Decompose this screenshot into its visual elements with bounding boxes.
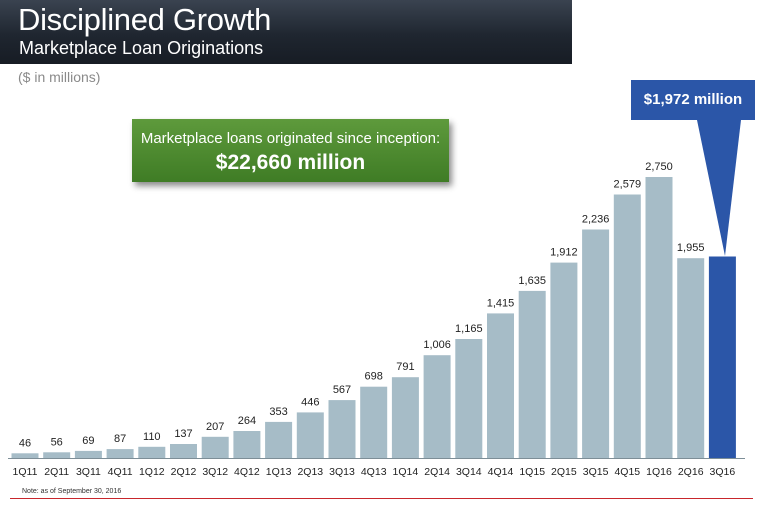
- x-tick-1Q14: 1Q14: [393, 466, 419, 478]
- bar-4Q12: [233, 431, 261, 458]
- data-label-4Q11: 87: [114, 433, 126, 445]
- x-tick-4Q13: 4Q13: [361, 466, 387, 478]
- x-tick-3Q13: 3Q13: [329, 466, 355, 478]
- total-originations-callout: Marketplace loans originated since incep…: [132, 119, 449, 182]
- x-tick-2Q14: 2Q14: [424, 466, 450, 478]
- x-tick-2Q15: 2Q15: [551, 466, 577, 478]
- x-tick-2Q16: 2Q16: [678, 466, 704, 478]
- data-label-1Q13: 353: [269, 406, 287, 418]
- data-label-1Q11: 46: [19, 437, 31, 449]
- x-tick-2Q13: 2Q13: [297, 466, 323, 478]
- page-title: Disciplined Growth: [18, 2, 272, 37]
- x-tick-1Q15: 1Q15: [519, 466, 545, 478]
- x-tick-1Q12: 1Q12: [139, 466, 165, 478]
- data-label-3Q12: 207: [206, 421, 224, 433]
- bar-3Q16: [708, 256, 736, 458]
- bar-4Q15: [613, 194, 641, 458]
- highlight-callout-pointer: [697, 120, 741, 256]
- title-banner: Disciplined Growth Marketplace Loan Orig…: [0, 0, 572, 64]
- bar-1Q14: [391, 377, 419, 458]
- bar-3Q13: [328, 400, 356, 458]
- bar-1Q16: [645, 177, 673, 458]
- data-label-4Q14: 1,415: [487, 297, 515, 309]
- data-label-1Q12: 110: [143, 431, 161, 443]
- x-tick-1Q13: 1Q13: [266, 466, 292, 478]
- data-label-4Q13: 698: [365, 371, 383, 383]
- x-tick-2Q11: 2Q11: [44, 466, 69, 478]
- bar-2Q12: [170, 444, 197, 458]
- bar-4Q14: [487, 313, 514, 458]
- bar-1Q15: [518, 290, 546, 458]
- bar-3Q11: [74, 450, 102, 458]
- callout-total-value: $22,660 million: [215, 151, 366, 174]
- x-tick-1Q11: 1Q11: [13, 466, 38, 478]
- data-label-2Q15: 1,912: [550, 247, 578, 259]
- bar-3Q14: [455, 339, 483, 458]
- data-label-3Q11: 69: [82, 435, 94, 447]
- bar-1Q12: [138, 446, 166, 458]
- bar-1Q13: [265, 421, 293, 458]
- data-label-3Q13: 567: [333, 384, 351, 396]
- data-label-2Q14: 1,006: [423, 339, 451, 351]
- data-label-4Q12: 264: [238, 415, 256, 427]
- x-tick-2Q12: 2Q12: [171, 466, 197, 478]
- footer-rule: [10, 498, 753, 499]
- bar-2Q15: [550, 262, 578, 458]
- bar-1Q11: [11, 453, 39, 458]
- x-tick-1Q16: 1Q16: [646, 466, 672, 478]
- x-tick-3Q11: 3Q11: [76, 466, 101, 478]
- x-tick-4Q12: 4Q12: [234, 466, 260, 478]
- x-tick-3Q15: 3Q15: [583, 466, 609, 478]
- data-label-1Q16: 2,750: [645, 161, 673, 173]
- bar-3Q15: [582, 229, 610, 458]
- units-label: ($ in millions): [18, 69, 101, 85]
- bar-2Q11: [43, 452, 71, 458]
- highlight-callout-box: [631, 80, 755, 120]
- data-label-4Q15: 2,579: [614, 179, 642, 191]
- x-tick-4Q14: 4Q14: [488, 466, 514, 478]
- page-subtitle: Marketplace Loan Originations: [19, 38, 264, 58]
- data-label-1Q15: 1,635: [518, 275, 546, 287]
- data-label-2Q13: 446: [301, 396, 319, 408]
- bar-2Q13: [296, 412, 324, 458]
- bar-3Q12: [201, 436, 229, 458]
- bar-2Q16: [677, 258, 705, 458]
- x-tick-3Q12: 3Q12: [202, 466, 228, 478]
- highlight-callout-label: $1,972 million: [643, 91, 743, 108]
- x-tick-4Q11: 4Q11: [108, 466, 133, 478]
- bar-4Q13: [360, 386, 388, 458]
- x-tick-4Q15: 4Q15: [614, 466, 640, 478]
- callout-caption: Marketplace loans originated since incep…: [140, 130, 441, 147]
- footnote: Note: as of September 30, 2016: [22, 488, 122, 495]
- data-label-1Q14: 791: [396, 361, 414, 373]
- x-tick-3Q14: 3Q14: [456, 466, 482, 478]
- bar-2Q14: [423, 355, 451, 458]
- data-label-3Q14: 1,165: [455, 323, 483, 335]
- bar-4Q11: [106, 449, 134, 458]
- x-tick-3Q16: 3Q16: [710, 466, 736, 478]
- data-label-2Q11: 56: [51, 436, 63, 448]
- data-label-2Q16: 1,955: [677, 242, 705, 254]
- data-label-3Q15: 2,236: [582, 214, 610, 226]
- data-label-2Q12: 137: [174, 428, 192, 440]
